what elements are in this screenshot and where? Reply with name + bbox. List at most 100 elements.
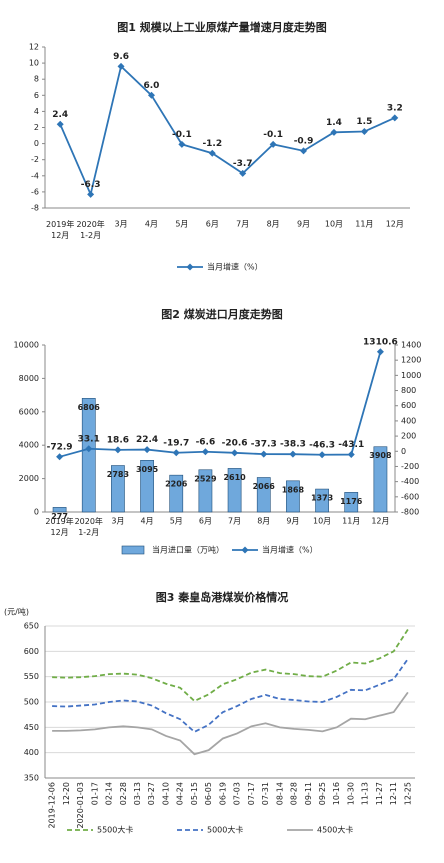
y-tick-label: 2000 — [19, 474, 39, 483]
y2-tick-label: 400 — [401, 416, 416, 425]
y-tick-label: 6 — [34, 91, 39, 100]
x-tick-label: 2020-01-03 — [76, 782, 85, 829]
chart-title: 图3 秦皇岛港煤炭价格情况 — [156, 590, 288, 604]
x-tick-label: 12-20 — [62, 782, 71, 805]
data-label: -46.3 — [309, 440, 335, 450]
x-tick-label: 02-28 — [119, 782, 128, 805]
y-tick-label: 2 — [34, 123, 39, 132]
x-tick-label: 06-19 — [218, 782, 227, 805]
y-tick-label: 350 — [24, 774, 39, 783]
bar — [169, 474, 184, 513]
data-label: 3.2 — [387, 103, 403, 113]
data-label: -0.1 — [263, 130, 283, 140]
x-tick-label: 03-27 — [147, 782, 156, 805]
y2-tick-label: 600 — [401, 401, 416, 410]
x-tick-label: 4月 — [141, 517, 154, 526]
marker — [300, 147, 308, 155]
y-tick-label: 600 — [24, 647, 39, 656]
data-label: 2206 — [165, 480, 188, 489]
marker — [239, 169, 247, 177]
x-tick-label: 6月 — [199, 517, 212, 526]
data-label: 1.4 — [326, 118, 342, 128]
bar — [52, 507, 67, 513]
marker — [360, 128, 368, 136]
x-tick-label: 11月 — [355, 220, 373, 229]
x-tick-label: 07-17 — [247, 782, 256, 805]
x-tick-label: 6月 — [206, 220, 219, 229]
y2-tick-label: 1400 — [401, 341, 421, 350]
x-tick-label: 08-28 — [290, 782, 299, 805]
bar — [256, 477, 271, 513]
x-tick-label: 10-16 — [332, 782, 341, 805]
y-tick-label: 400 — [24, 748, 39, 757]
y-tick-label: -4 — [31, 171, 39, 180]
marker — [56, 453, 64, 461]
marker — [347, 451, 355, 459]
data-label: 2610 — [223, 473, 246, 482]
marker — [85, 445, 93, 453]
marker — [56, 120, 64, 128]
bar — [315, 488, 329, 513]
y2-tick-label: -800 — [401, 508, 419, 517]
x-tick-label: 8月 — [257, 517, 270, 526]
x-tick-label: 5月 — [175, 220, 188, 229]
x-tick-label: 08-14 — [275, 782, 284, 805]
x-tick-label: 05-15 — [190, 782, 199, 805]
y2-tick-label: 200 — [401, 432, 416, 441]
legend-label: 4500大卡 — [317, 825, 353, 835]
data-label: -3.7 — [233, 159, 253, 169]
marker — [178, 140, 186, 148]
x-tick-label: 12月 — [386, 220, 404, 229]
line — [52, 629, 409, 703]
marker — [391, 114, 399, 122]
legend-label: 当月进口量（万吨） — [152, 545, 224, 555]
y-tick-label: 8 — [34, 75, 39, 84]
x-tick-label: 12-11 — [389, 782, 398, 805]
x-tick-label: 11月 — [342, 517, 360, 526]
chart-title: 图1 规模以上工业原煤产量增速月度走势图 — [117, 20, 326, 34]
legend-marker — [241, 546, 249, 554]
bar — [286, 480, 300, 513]
marker — [147, 91, 155, 99]
chart-title: 图2 煤炭进口月度走势图 — [161, 307, 282, 321]
line — [52, 658, 409, 733]
line — [59, 64, 396, 198]
y-tick-label: 12 — [29, 43, 39, 52]
y2-tick-label: 1000 — [401, 371, 421, 380]
x-tick-label: 07-03 — [233, 782, 242, 805]
x-tick-label: 11-27 — [375, 782, 384, 805]
x-tick-label: 07-31 — [261, 782, 270, 805]
line — [52, 691, 409, 756]
x-tick-label: 04-10 — [161, 782, 170, 805]
data-label: 22.4 — [136, 435, 158, 445]
y-tick-label: -8 — [31, 204, 39, 213]
x-tick-label: 03-13 — [133, 782, 142, 805]
x-tick-label: 2019-12-06 — [48, 782, 57, 829]
x-tick-label: 01-17 — [90, 782, 99, 805]
data-label: -20.6 — [222, 438, 248, 448]
legend-label: 当月增速（%） — [207, 262, 263, 272]
x-tick-label: 09-11 — [304, 782, 313, 805]
y-tick-label: -2 — [31, 155, 39, 164]
x-tick-label: 12-25 — [403, 782, 412, 805]
data-label: 6806 — [78, 403, 101, 412]
data-label: -6.3 — [81, 180, 101, 190]
data-label: 9.6 — [113, 52, 129, 62]
y2-tick-label: 0 — [401, 447, 406, 456]
marker — [231, 449, 239, 457]
data-label: 1310.6 — [363, 337, 398, 347]
y-tick-label: 6000 — [19, 407, 39, 416]
x-tick-label: 10月 — [325, 220, 343, 229]
data-label: 2066 — [253, 482, 276, 491]
data-label: -0.1 — [172, 130, 192, 140]
y-tick-label: 10000 — [14, 341, 39, 350]
marker — [330, 128, 338, 136]
bar — [81, 398, 96, 513]
x-tick-label: 2020年 1-2月 — [76, 219, 104, 240]
y-axis-label: (元/吨) — [4, 607, 29, 617]
x-tick-label: 10月 — [313, 517, 331, 526]
x-tick-label: 3月 — [114, 220, 127, 229]
marker — [143, 446, 151, 454]
data-label: 1868 — [282, 485, 305, 494]
